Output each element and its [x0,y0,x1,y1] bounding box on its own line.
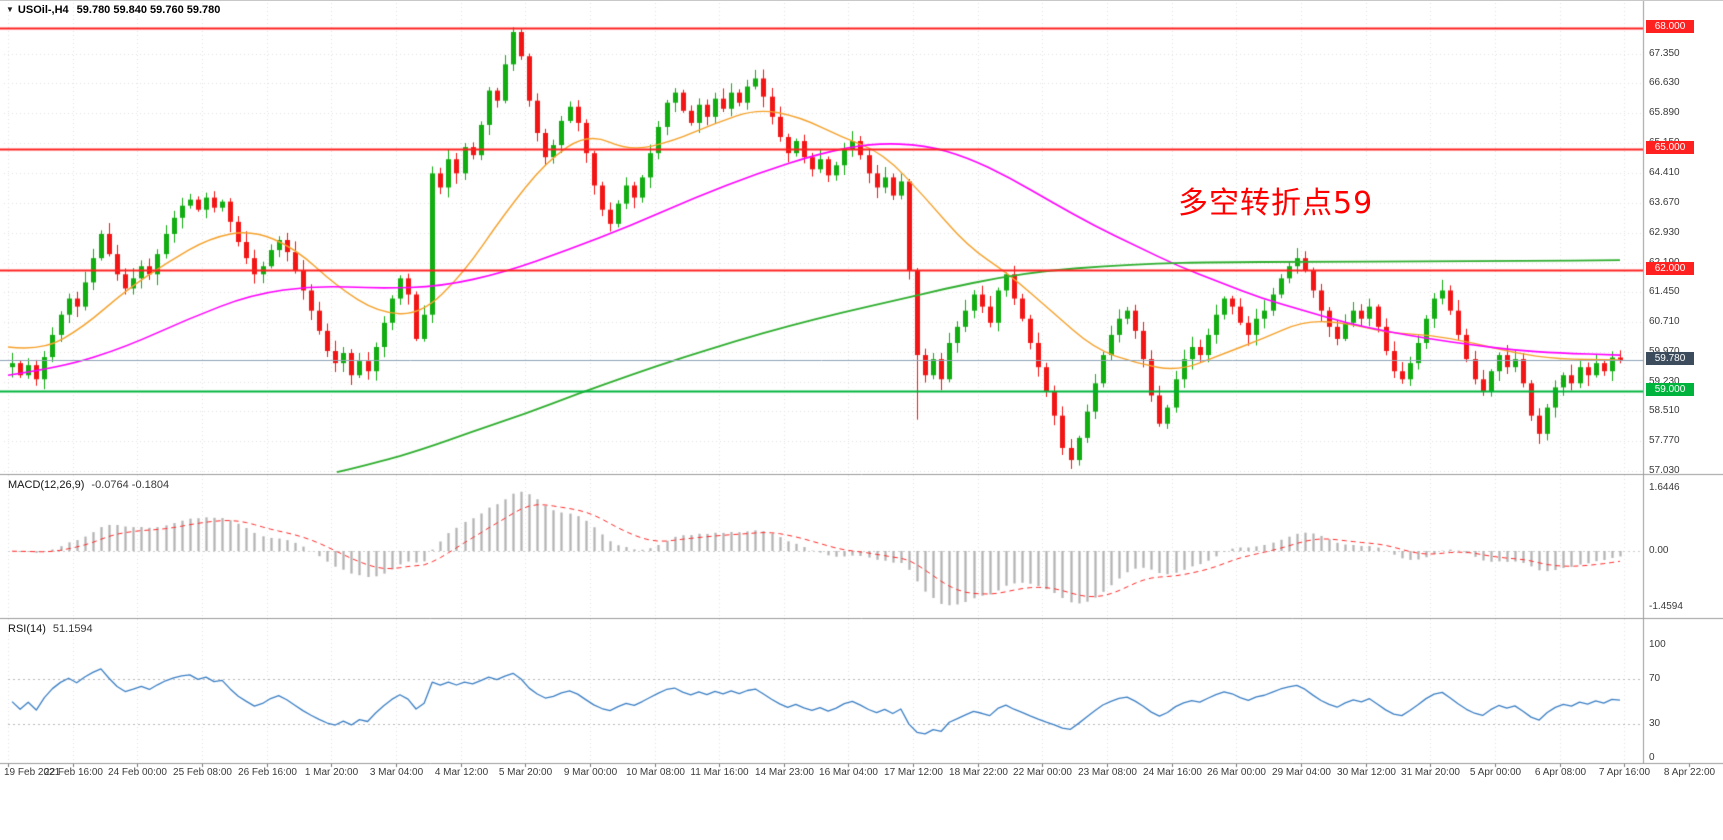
symbol-ohlc-header: ▼ USOil-,H4 59.780 59.840 59.760 59.780 [6,4,220,16]
macd-indicator-label: MACD(12,26,9) -0.0764 -0.1804 [8,479,169,491]
chart-marker-icon: ▼ [6,5,14,14]
ohlc-values: 59.780 59.840 59.760 59.780 [77,4,221,16]
symbol-label: USOil-,H4 [18,4,69,16]
rsi-value: 51.1594 [53,623,93,635]
chart-canvas[interactable] [0,1,1723,784]
rsi-name: RSI(14) [8,623,46,635]
annotation-text[interactable]: 多空转折点59 [1178,187,1373,221]
macd-name: MACD(12,26,9) [8,479,84,491]
macd-values: -0.0764 -0.1804 [91,479,169,491]
rsi-indicator-label: RSI(14) 51.1594 [8,623,93,635]
